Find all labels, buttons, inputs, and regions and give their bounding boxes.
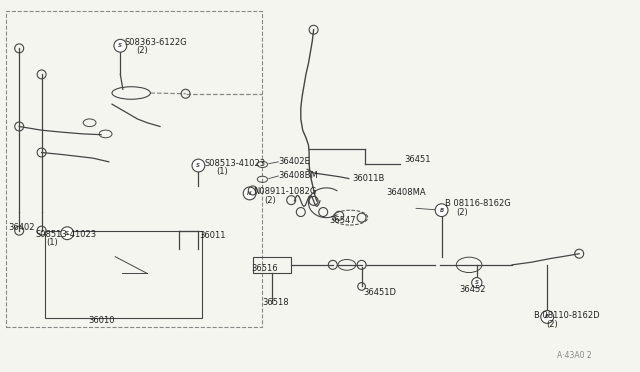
Text: (2): (2) xyxy=(264,196,276,205)
Text: 36010: 36010 xyxy=(88,316,115,325)
Text: B 08116-8162G: B 08116-8162G xyxy=(445,199,511,208)
Text: 36408MA: 36408MA xyxy=(387,188,426,197)
Text: (2): (2) xyxy=(456,208,468,217)
Text: S08513-41023: S08513-41023 xyxy=(35,230,97,239)
Text: 36011: 36011 xyxy=(200,231,226,240)
Text: S: S xyxy=(196,163,200,168)
Text: S: S xyxy=(118,43,122,48)
Text: S: S xyxy=(475,280,479,285)
Text: N08911-1082G: N08911-1082G xyxy=(253,187,316,196)
Text: 36518: 36518 xyxy=(262,298,289,307)
Text: S08513-41023: S08513-41023 xyxy=(205,159,266,168)
Text: B: B xyxy=(545,314,549,320)
Text: (2): (2) xyxy=(546,320,557,329)
Text: B: B xyxy=(440,208,444,213)
Ellipse shape xyxy=(243,187,256,200)
Ellipse shape xyxy=(472,278,482,288)
Text: 36408BM: 36408BM xyxy=(278,171,318,180)
Ellipse shape xyxy=(435,204,448,217)
Text: A·43A0 2: A·43A0 2 xyxy=(557,351,591,360)
Text: (1): (1) xyxy=(216,167,228,176)
Text: 36402: 36402 xyxy=(8,223,35,232)
Text: 36516: 36516 xyxy=(251,264,278,273)
Ellipse shape xyxy=(192,159,205,172)
Text: S: S xyxy=(65,231,69,236)
Text: 36547: 36547 xyxy=(329,216,356,225)
Text: 36451: 36451 xyxy=(404,155,430,164)
Ellipse shape xyxy=(114,39,127,52)
Ellipse shape xyxy=(541,311,554,323)
Text: 36402E: 36402E xyxy=(278,157,310,166)
Ellipse shape xyxy=(61,227,74,240)
Text: S08363-6122G: S08363-6122G xyxy=(125,38,188,47)
Text: 36452: 36452 xyxy=(460,285,486,294)
Text: (2): (2) xyxy=(136,46,148,55)
Text: 36011B: 36011B xyxy=(352,174,385,183)
Text: (1): (1) xyxy=(46,238,58,247)
Text: B 08110-8162D: B 08110-8162D xyxy=(534,311,600,320)
Text: N: N xyxy=(247,191,252,196)
Text: 36451D: 36451D xyxy=(364,288,397,296)
